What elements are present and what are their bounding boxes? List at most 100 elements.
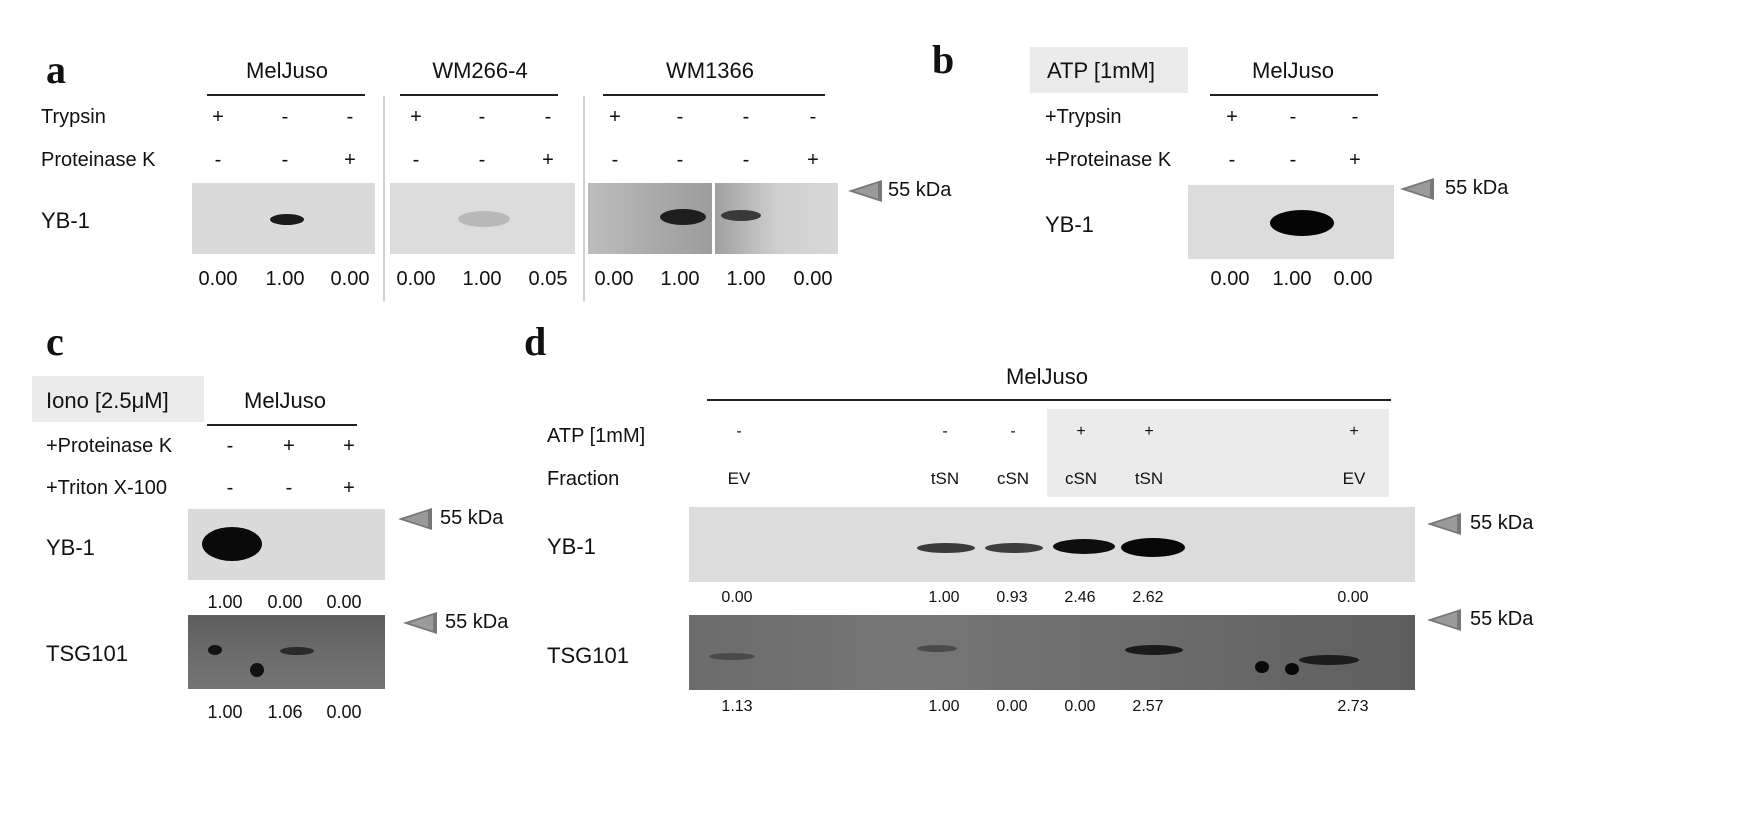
- quant-value: 0.00: [326, 592, 362, 612]
- fraction-label: EV: [1342, 469, 1366, 488]
- protein-band: [1255, 661, 1269, 673]
- blot-label-tsg101: TSG101: [547, 643, 629, 668]
- quant-value: 1.00: [462, 268, 502, 290]
- quant-value: 2.73: [1337, 698, 1369, 715]
- quant-value: 1.00: [726, 268, 766, 290]
- trypsin-sign: -: [544, 106, 552, 128]
- atp-sign: -: [1010, 423, 1016, 440]
- trypsin-sign: -: [346, 106, 354, 128]
- protein-band: [1125, 645, 1183, 655]
- protein-band: [985, 543, 1043, 553]
- quant-value: 2.57: [1132, 698, 1164, 715]
- atp-highlight: [1047, 409, 1389, 497]
- quant-value: 2.46: [1064, 589, 1096, 606]
- trypsin-sign: -: [1351, 106, 1359, 128]
- marker-arrow-icon: [1427, 513, 1461, 535]
- trypsin-sign: -: [281, 106, 289, 128]
- marker-55kda: 55 kDa: [1470, 512, 1534, 534]
- protein-band: [250, 663, 264, 677]
- row-label-trypsin: Trypsin: [41, 106, 106, 128]
- fraction-label: tSN: [930, 469, 960, 488]
- quant-value: 0.00: [793, 268, 833, 290]
- marker-55kda: 55 kDa: [440, 507, 504, 529]
- treatment-highlight: [1030, 47, 1188, 93]
- protein-band: [1299, 655, 1359, 665]
- proteinase-k-sign: +: [542, 149, 554, 171]
- marker-arrow-icon: [1427, 609, 1461, 631]
- triton-sign: -: [226, 477, 234, 499]
- proteinase-k-sign: +: [283, 435, 295, 457]
- atp-sign: -: [736, 423, 742, 440]
- quant-value: 0.00: [330, 268, 370, 290]
- lane-group-divider: [383, 96, 385, 301]
- cell-line-meljuso: MelJuso: [1252, 58, 1334, 83]
- quant-value: 0.00: [594, 268, 634, 290]
- marker-55kda: 55 kDa: [1470, 608, 1534, 630]
- treatment-atp: ATP [1mM]: [1047, 58, 1155, 83]
- blot-label-yb1: YB-1: [547, 534, 596, 559]
- atp-sign: -: [942, 423, 948, 440]
- trypsin-sign: +: [212, 106, 224, 128]
- row-label-proteinase-k: Proteinase K: [41, 149, 156, 171]
- panel-a-label: a: [46, 47, 66, 92]
- protein-band: [660, 209, 706, 225]
- quant-value: 0.00: [721, 589, 753, 606]
- western-blot-wm1366-right: [715, 183, 838, 254]
- marker-55kda: 55 kDa: [1445, 177, 1509, 199]
- marker-arrow-icon: [1400, 178, 1434, 200]
- treatment-iono: Iono [2.5μM]: [46, 388, 169, 413]
- fraction-label: cSN: [996, 469, 1030, 488]
- protein-band: [917, 543, 975, 553]
- quant-value: 0.00: [396, 268, 436, 290]
- protein-band: [270, 214, 304, 225]
- proteinase-k-sign: +: [807, 149, 819, 171]
- triton-sign: +: [343, 477, 355, 499]
- trypsin-sign: -: [1289, 106, 1297, 128]
- quant-value: 1.00: [1272, 268, 1312, 290]
- quant-value: 0.00: [326, 702, 362, 722]
- marker-arrow-icon: [403, 612, 437, 634]
- marker-55kda: 55 kDa: [445, 611, 509, 633]
- quant-value: 0.00: [267, 592, 303, 612]
- header-underline: [707, 399, 1391, 401]
- panel-c-label: c: [46, 319, 64, 364]
- protein-band: [917, 645, 957, 652]
- quant-value: 1.13: [721, 698, 753, 715]
- quant-value: 0.93: [996, 589, 1028, 606]
- cell-line-meljuso: MelJuso: [244, 388, 326, 413]
- protein-band: [458, 211, 510, 227]
- trypsin-sign: +: [609, 106, 621, 128]
- trypsin-sign: -: [742, 106, 750, 128]
- quant-value: 1.00: [265, 268, 305, 290]
- header-underline: [1210, 94, 1378, 96]
- quant-value: 1.00: [928, 698, 960, 715]
- treatment-highlight: [32, 376, 204, 422]
- fraction-label: tSN: [1134, 469, 1164, 488]
- quant-value: 0.00: [198, 268, 238, 290]
- quant-value: 0.00: [996, 698, 1028, 715]
- proteinase-k-sign: +: [1349, 149, 1361, 171]
- marker-arrow-icon: [848, 180, 882, 202]
- proteinase-k-sign: -: [742, 149, 750, 171]
- proteinase-k-sign: -: [611, 149, 619, 171]
- protein-band: [1270, 210, 1334, 236]
- protein-band: [280, 647, 314, 655]
- blot-label-yb1: YB-1: [1045, 212, 1094, 237]
- quant-value: 1.00: [660, 268, 700, 290]
- protein-band: [208, 645, 222, 655]
- cell-line-meljuso: MelJuso: [1006, 364, 1088, 389]
- protein-band: [1285, 663, 1299, 675]
- proteinase-k-sign: -: [1289, 149, 1297, 171]
- western-blot-wm1366-left: [588, 183, 712, 254]
- quant-value: 0.05: [528, 268, 568, 290]
- proteinase-k-sign: -: [412, 149, 420, 171]
- triton-sign: -: [285, 477, 293, 499]
- blot-label-yb1: YB-1: [46, 535, 95, 560]
- protein-band: [709, 653, 755, 660]
- panel-b-label: b: [932, 37, 955, 82]
- row-label-proteinase-k: +Proteinase K: [46, 435, 173, 457]
- fraction-label: EV: [727, 469, 751, 488]
- quant-value: 1.00: [207, 702, 243, 722]
- western-blot-tsg101: [188, 615, 385, 689]
- proteinase-k-sign: -: [1228, 149, 1236, 171]
